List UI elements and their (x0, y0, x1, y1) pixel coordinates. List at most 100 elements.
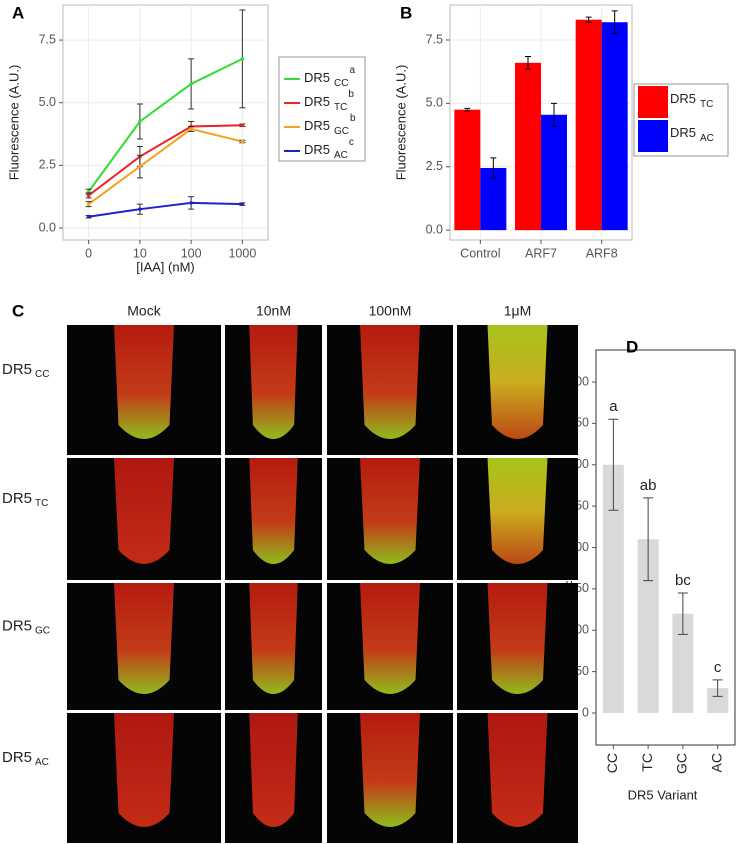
y-axis-label: Fluorescence (A.U.) (6, 65, 21, 181)
root-image (249, 458, 298, 564)
row-label: DR5 GC (2, 617, 50, 636)
legend-subscript: TC (700, 99, 713, 110)
root-image (249, 325, 298, 439)
data-point (86, 193, 91, 198)
legend-name: DR5 (304, 142, 330, 157)
bar (672, 613, 694, 713)
root-image (360, 458, 420, 564)
legend-box (278, 56, 366, 162)
x-tick-label: AC (708, 753, 724, 772)
data-point (138, 164, 142, 169)
error-bar (677, 592, 688, 635)
y-tick-label: 2.5 (39, 158, 56, 172)
data-line (88, 124, 243, 197)
y-tick-label: 7.5 (426, 32, 443, 46)
column-label: Mock (127, 303, 161, 319)
y-tick-label: 0.0 (426, 222, 443, 236)
legend-name: DR5 (304, 70, 330, 85)
bar (454, 109, 481, 231)
legend-label: DR5 CCa (304, 65, 355, 89)
root-image (487, 713, 548, 827)
error-bar (551, 102, 557, 127)
row-label: DR5 AC (2, 749, 49, 768)
legend-superscript: c (349, 137, 354, 148)
bar (707, 688, 729, 713)
legend-swatch (638, 86, 668, 118)
x-tick-label: 0 (85, 246, 92, 260)
legend-label: DR5 GCb (304, 113, 356, 137)
bar (575, 19, 602, 231)
row-name: DR5 (2, 490, 32, 507)
legend-subscript: TC (334, 102, 347, 113)
error-bar (585, 16, 592, 23)
significance-letter: ab (640, 477, 657, 494)
legend-name: DR5 (670, 125, 696, 140)
x-tick-label: Control (460, 246, 500, 260)
root-image (487, 325, 548, 439)
legend-subscript: AC (700, 133, 714, 144)
column-label: 10nM (256, 303, 291, 319)
row-name: DR5 (2, 361, 32, 378)
x-tick-label: GC (674, 753, 690, 774)
panel-label: D (626, 337, 638, 356)
error-bar (643, 497, 654, 582)
root-image (360, 713, 420, 827)
x-tick-label: ARF7 (525, 246, 557, 260)
significance-letter: a (609, 398, 618, 415)
row-subscript: AC (35, 757, 49, 768)
legend-name: DR5 (304, 94, 330, 109)
error-bar (490, 157, 497, 179)
root-image (114, 325, 174, 439)
column-label: 1μM (504, 303, 532, 319)
x-tick-label: 1000 (228, 246, 256, 260)
row-subscript: GC (35, 625, 50, 636)
root-image (249, 713, 298, 827)
bar (602, 464, 624, 713)
x-tick-label: CC (604, 753, 620, 773)
root-image (360, 325, 420, 439)
y-tick-label: 0.0 (39, 220, 56, 234)
y-tick-label: 0 (582, 705, 589, 719)
root-image (114, 583, 174, 694)
legend-superscript: a (349, 65, 355, 76)
bar (515, 62, 541, 231)
legend-subscript: CC (334, 78, 348, 89)
data-point (138, 207, 142, 211)
y-tick-label: 2.5 (426, 159, 443, 173)
error-bar (464, 107, 471, 112)
y-tick-label: 7.5 (39, 32, 56, 46)
legend-label: DR5 TC (670, 91, 713, 109)
bar (601, 22, 628, 231)
data-line (88, 127, 243, 205)
root-image (249, 583, 298, 694)
significance-letter: c (714, 659, 722, 676)
bar (541, 114, 567, 231)
legend-superscript: b (350, 113, 356, 124)
panel-label: A (12, 3, 24, 22)
legend-swatch (638, 120, 668, 152)
data-point (189, 201, 193, 205)
significance-letter: bc (675, 572, 691, 589)
data-point (189, 82, 193, 86)
root-image (114, 458, 174, 564)
data-point (86, 214, 91, 219)
row-subscript: TC (35, 498, 48, 509)
root-image (487, 458, 548, 564)
legend-subscript: AC (334, 150, 348, 161)
x-axis-label: [IAA] (nM) (136, 259, 195, 274)
y-tick-label: 5.0 (426, 96, 443, 110)
x-tick-label: ARF8 (586, 246, 618, 260)
error-bar (611, 10, 618, 35)
y-tick-label: 5.0 (39, 95, 56, 109)
legend-subscript: GC (334, 126, 349, 137)
error-bar (608, 418, 619, 511)
x-tick-label: 10 (133, 246, 147, 260)
data-point (240, 202, 245, 206)
root-image (360, 583, 420, 694)
panel-label: C (12, 301, 24, 320)
legend-superscript: b (348, 89, 354, 100)
row-subscript: CC (35, 369, 49, 380)
row-name: DR5 (2, 617, 32, 634)
